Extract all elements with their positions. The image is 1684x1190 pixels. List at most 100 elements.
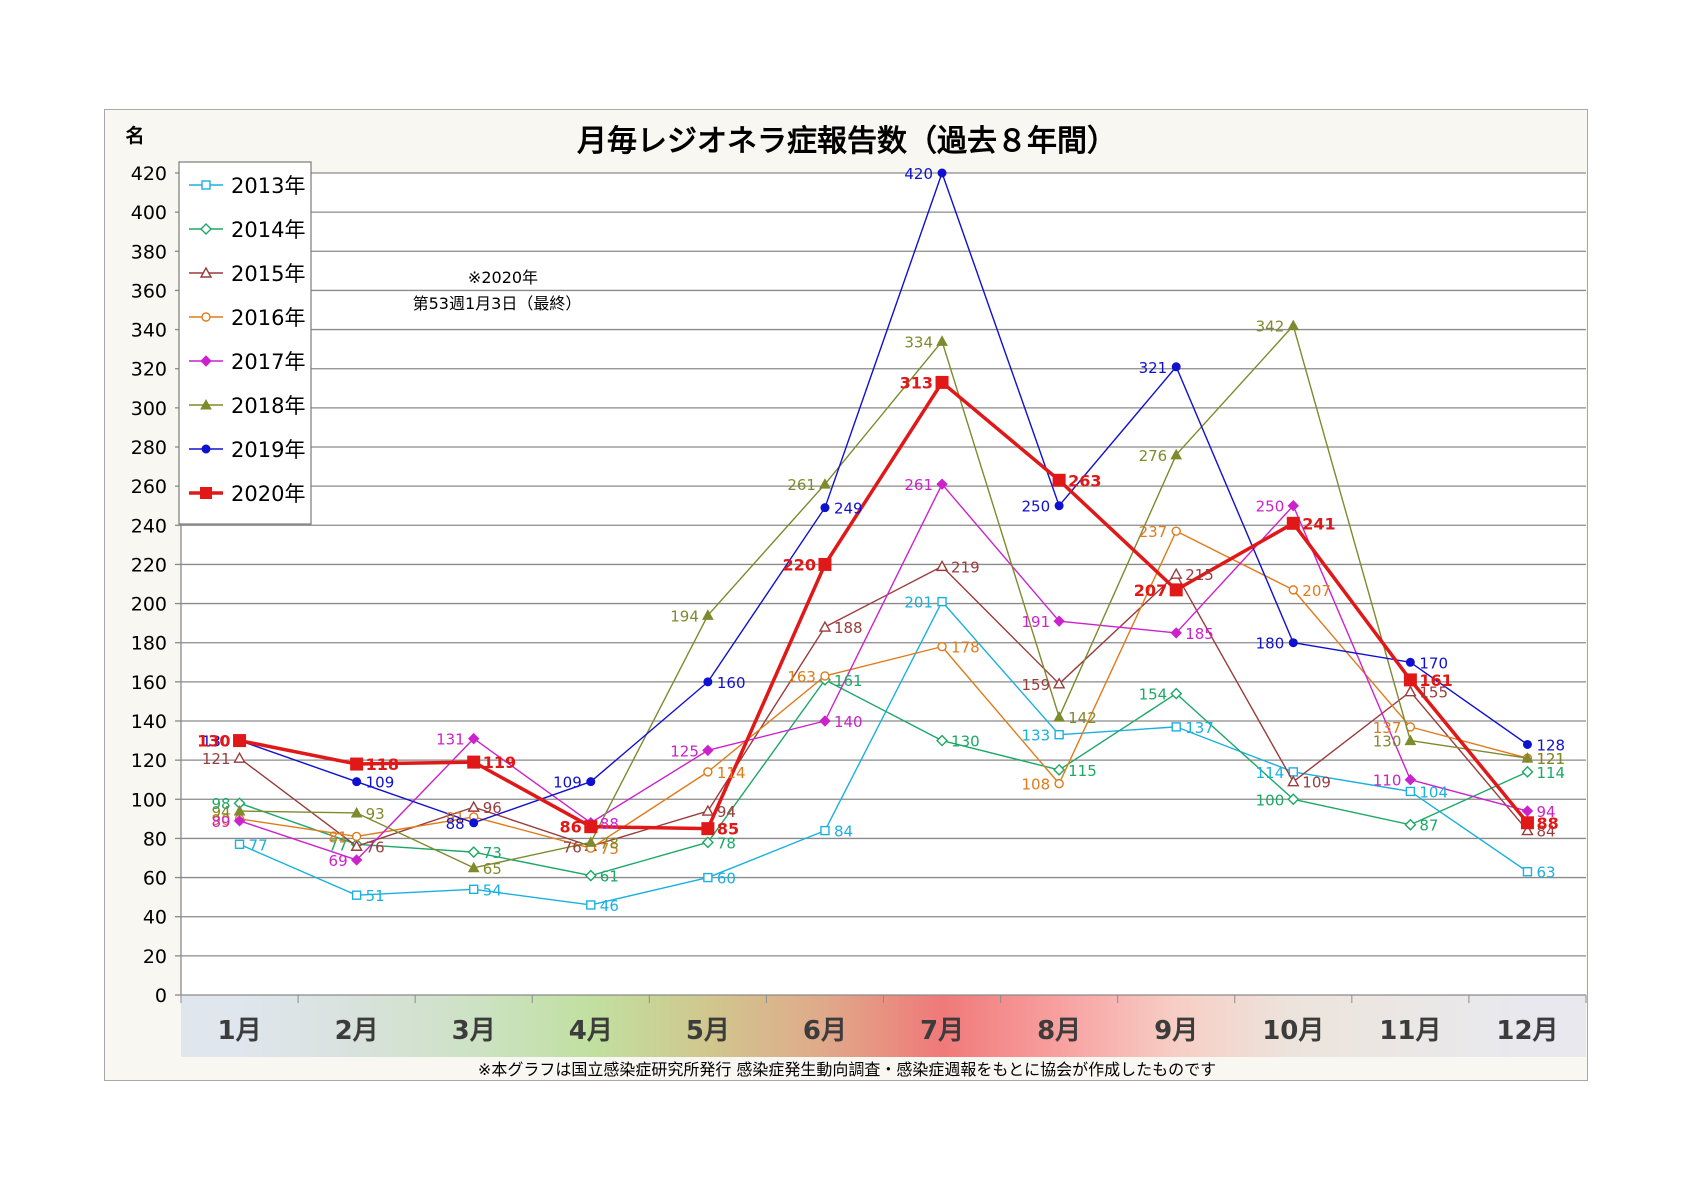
- plot-area: [181, 173, 1586, 995]
- series-2013-line: [239, 600, 1528, 906]
- series-2014-point: [584, 869, 597, 882]
- series-2017-data-label: 89: [211, 813, 230, 831]
- series-2018-data-label: 130: [1373, 733, 1402, 751]
- series-2020-data-label: 313: [900, 373, 933, 392]
- series-2017-data-label: 191: [1021, 613, 1050, 631]
- series-2016-point: [703, 767, 713, 777]
- series-2019-data-label: 160: [717, 674, 746, 692]
- series-2018-point: [1521, 752, 1534, 763]
- series-2017-point: [1521, 805, 1534, 817]
- series-2019-data-label: 128: [1536, 736, 1565, 754]
- series-2014-data-label: 114: [1536, 764, 1565, 782]
- series-2020-data-label: 86: [560, 818, 582, 837]
- series-2016-point: [1288, 585, 1298, 595]
- series-2018-point: [1053, 711, 1065, 722]
- series-2013-point: [703, 872, 713, 883]
- x-tick-label: 2月: [335, 1016, 379, 1046]
- series-2017-point: [702, 744, 714, 757]
- chart-title: 月毎レジオネラ症報告数（過去８年間）: [577, 124, 1117, 159]
- series-2020-line: [239, 380, 1529, 831]
- series-2020-point: [1403, 673, 1417, 687]
- series-2014-data-label: 61: [600, 868, 619, 886]
- series-2016-point: [937, 641, 947, 652]
- series-2013-data-label: 46: [600, 897, 619, 915]
- series-2013-data-label: 77: [249, 836, 268, 854]
- series-2014-data-label: 161: [834, 672, 863, 690]
- series-2020-point: [584, 820, 598, 834]
- series-2019-point: [469, 818, 479, 828]
- y-tick-label: 120: [131, 750, 167, 772]
- series-2019-data-label: 250: [1021, 498, 1050, 516]
- legend-marker-series-2019: [201, 444, 211, 454]
- series-2015-point: [233, 751, 246, 763]
- series-2018-data-label: 65: [483, 860, 502, 878]
- series-2020-point: [467, 755, 481, 769]
- series-2015-data-label: 215: [1185, 566, 1214, 584]
- series-2014-data-label: 154: [1139, 686, 1168, 704]
- y-tick-label: 260: [131, 476, 167, 498]
- monthly-legionella-chart: 1月 2月 3月 4月 5月 6月 7月 8月 9月 10月 11月 12月 0 20 40 60 80 100…: [125, 124, 1587, 1079]
- series-2013-data-label: 63: [1536, 864, 1555, 882]
- series-2018-point: [1404, 734, 1417, 746]
- series-2015-point: [1521, 824, 1534, 836]
- series-2016-point: [1171, 526, 1181, 536]
- series-2014-point: [1287, 793, 1300, 806]
- series-2014-data-label: 73: [483, 844, 502, 862]
- annotation-note-line: ※2020年: [468, 268, 538, 287]
- series-2018-point: [819, 478, 831, 489]
- series-2019-data-label: 321: [1139, 359, 1168, 377]
- series-2019-point: [703, 677, 713, 687]
- legend: 2013年 2014年 2015年 2016年 2017年 2018年 2019年 2020年: [178, 161, 312, 525]
- series-2017-point: [819, 715, 831, 727]
- legend-marker-series-2014: [200, 223, 212, 235]
- y-tick-label: 40: [143, 907, 167, 929]
- series-2018-point: [584, 836, 597, 847]
- annotation-note: ※2020年第53週1月3日（最終）: [413, 268, 582, 313]
- series-2015-point: [467, 800, 480, 812]
- series-2013-point: [1288, 767, 1298, 777]
- series-2017-point: [233, 815, 246, 827]
- series-2019-point: [1054, 501, 1064, 511]
- legend-label-series-2015: 2015年: [231, 262, 305, 286]
- series-2017-data-label: 261: [904, 476, 933, 494]
- series-2015-data-label: 84: [1536, 823, 1555, 841]
- series-2020-data-label: 118: [366, 755, 399, 774]
- series-2017-point: [1404, 774, 1417, 786]
- series-2013-data-label: 51: [366, 887, 385, 905]
- series-2020-point: [1286, 516, 1300, 530]
- series-2016-data-label: 121: [1536, 750, 1565, 768]
- series-2018-data-label: 194: [670, 607, 699, 625]
- series-2015-point: [1404, 685, 1417, 697]
- series-2018-point: [1170, 448, 1183, 460]
- series-2020-data-label: 263: [1068, 471, 1101, 490]
- series-2015-data-label: 155: [1419, 684, 1448, 702]
- series-2020-data-label: 130: [197, 732, 230, 751]
- series-2013-data-label: 104: [1419, 783, 1448, 801]
- series-2018-point: [936, 335, 948, 346]
- y-tick-label: 280: [131, 437, 167, 459]
- series-2013-data-label: 60: [717, 870, 736, 888]
- x-tick-label: 7月: [920, 1016, 964, 1046]
- series-2019-point: [1288, 638, 1298, 648]
- series-2017-point: [468, 732, 480, 745]
- y-tick-label: 160: [131, 672, 167, 694]
- x-tick-label: 12月: [1496, 1016, 1558, 1046]
- series-2020-point: [935, 375, 949, 389]
- series-2013-point: [234, 839, 245, 849]
- y-tick-label: 300: [131, 398, 167, 420]
- y-axis-unit-label: 名: [125, 124, 144, 147]
- x-tick-label: 9月: [1154, 1016, 1198, 1046]
- x-tick-label: 4月: [569, 1016, 613, 1046]
- series-2014-point: [1170, 687, 1183, 700]
- legend-label-series-2018: 2018年: [231, 394, 305, 418]
- series-2016-data-label: 90: [211, 811, 230, 829]
- series-2015-data-label: 109: [1302, 774, 1331, 792]
- series-2017-point: [1170, 627, 1182, 639]
- series-2018-data-label: 78: [600, 834, 619, 852]
- y-tick-label: 100: [131, 789, 167, 811]
- series-2017-data-label: 140: [834, 713, 863, 731]
- month-band-strip: [181, 995, 1586, 1057]
- series-2013-point: [1171, 722, 1181, 732]
- x-tick-label: 5月: [686, 1016, 730, 1046]
- y-tick-label: 200: [131, 594, 167, 616]
